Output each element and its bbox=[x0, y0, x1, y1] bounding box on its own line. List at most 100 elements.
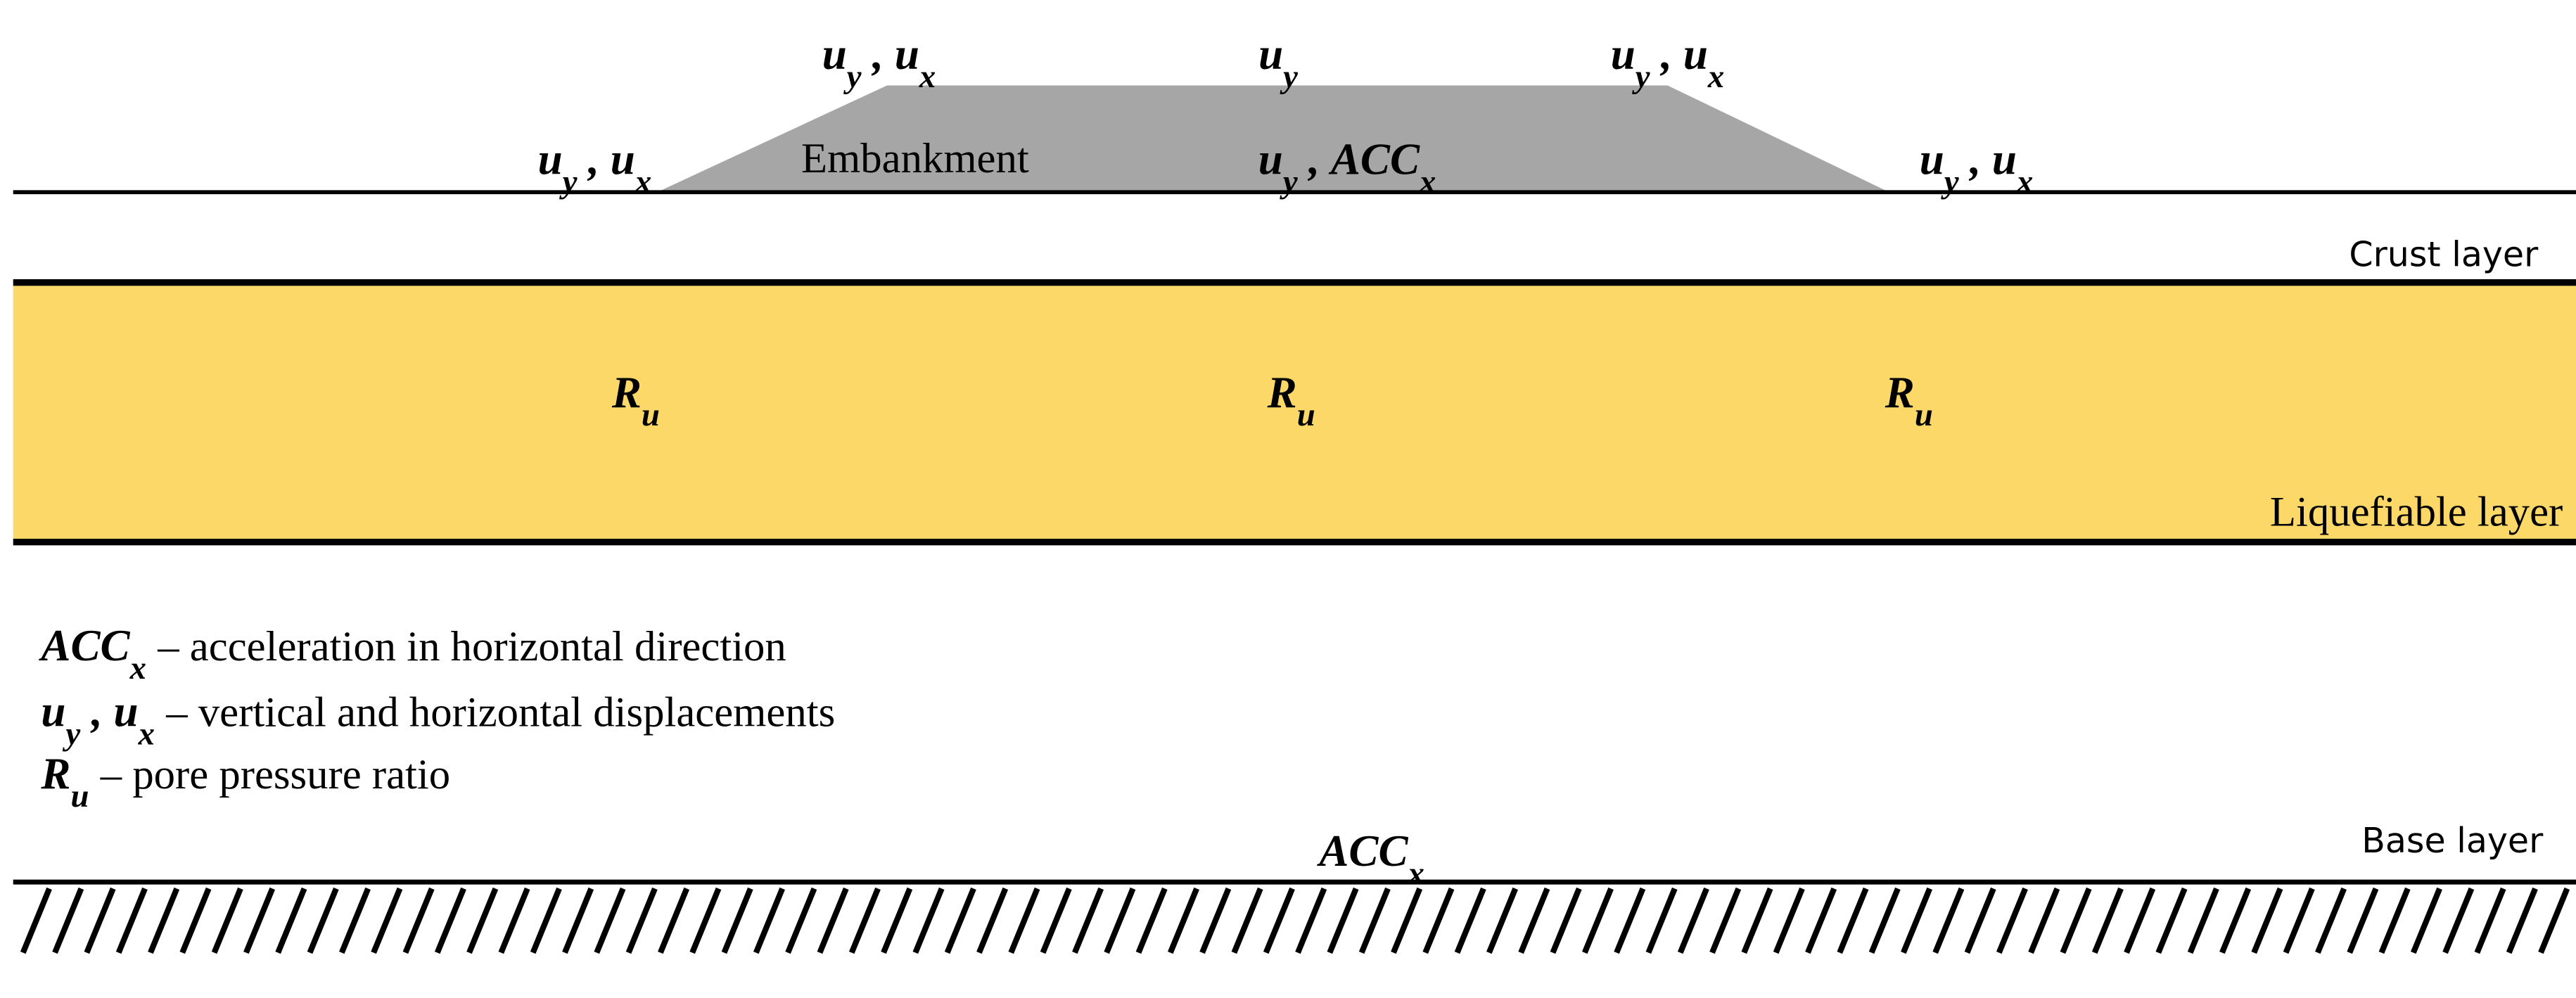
subscript: y bbox=[843, 58, 862, 95]
hatch-stroke bbox=[52, 887, 84, 954]
variable-label: uy , ux bbox=[822, 30, 936, 95]
hatch-stroke bbox=[721, 887, 753, 954]
hatch-stroke bbox=[1614, 887, 1646, 954]
hatch-stroke bbox=[912, 887, 945, 954]
separator: , bbox=[80, 686, 113, 736]
base-hatching bbox=[20, 887, 2570, 954]
symbol: R bbox=[1885, 368, 1915, 417]
hatch-stroke bbox=[1358, 887, 1391, 954]
subscript: x bbox=[138, 715, 155, 752]
variable-label: uy , ACCx bbox=[1258, 135, 1436, 200]
symbol: u bbox=[1683, 30, 1708, 79]
hatch-stroke bbox=[1741, 887, 1773, 954]
hatch-stroke bbox=[498, 887, 530, 954]
hatch-stroke bbox=[148, 887, 180, 954]
hatch-stroke bbox=[1709, 887, 1742, 954]
subscript: u bbox=[1297, 397, 1315, 433]
hatch-stroke bbox=[753, 887, 785, 954]
hatch-stroke bbox=[848, 887, 881, 954]
symbol: u bbox=[1258, 30, 1283, 79]
variable-label: uy , ux bbox=[1920, 135, 2034, 200]
embankment-shape bbox=[657, 85, 1889, 193]
separator: , bbox=[1298, 135, 1331, 184]
hatch-stroke bbox=[1168, 887, 1199, 954]
hatch-stroke bbox=[2060, 887, 2092, 954]
hatch-stroke bbox=[243, 887, 276, 954]
hatch-stroke bbox=[2219, 887, 2252, 954]
symbol: u bbox=[1258, 135, 1283, 184]
hatch-stroke bbox=[1391, 887, 1423, 954]
variable-label: ACCx bbox=[1316, 826, 1424, 892]
subscript: u bbox=[70, 778, 89, 814]
subscript: x bbox=[1408, 855, 1424, 892]
hatch-stroke bbox=[1868, 887, 1901, 954]
hatch-stroke bbox=[434, 887, 466, 954]
symbol: u bbox=[1611, 30, 1635, 79]
hatch-stroke bbox=[594, 887, 626, 954]
hatch-stroke bbox=[275, 887, 307, 954]
subscript: y bbox=[559, 164, 578, 200]
symbol: u bbox=[895, 30, 919, 79]
legend-entry: Ru – pore pressure ratio bbox=[40, 749, 450, 814]
hatch-stroke bbox=[371, 887, 403, 954]
hatch-stroke bbox=[211, 887, 243, 954]
hatch-stroke bbox=[2538, 887, 2570, 954]
hatch-stroke bbox=[1996, 887, 2028, 954]
subscript: y bbox=[1632, 58, 1650, 95]
subscript: y bbox=[1941, 164, 1959, 200]
legend-text: – acceleration in horizontal direction bbox=[157, 623, 786, 670]
variable-label: Ru bbox=[1885, 368, 1933, 433]
subscript: x bbox=[2016, 164, 2033, 200]
symbol: u bbox=[1992, 135, 2017, 184]
subscript: y bbox=[1280, 164, 1298, 200]
hatch-stroke bbox=[1327, 887, 1359, 954]
hatch-stroke bbox=[2028, 887, 2060, 954]
separator: , bbox=[862, 30, 895, 79]
hatch-stroke bbox=[1901, 887, 1932, 954]
separator: , bbox=[1650, 30, 1683, 79]
hatch-stroke bbox=[466, 887, 499, 954]
hatch-stroke bbox=[307, 887, 339, 954]
hatch-stroke bbox=[530, 887, 562, 954]
hatch-stroke bbox=[1263, 887, 1295, 954]
symbol: u bbox=[1920, 135, 1944, 184]
symbol: u bbox=[114, 686, 139, 736]
hatch-stroke bbox=[1486, 887, 1519, 954]
hatch-stroke bbox=[2283, 887, 2315, 954]
symbol: ACC bbox=[38, 621, 130, 670]
hatch-stroke bbox=[2251, 887, 2283, 954]
layer-label: Base layer bbox=[2361, 820, 2544, 861]
symbol: u bbox=[538, 135, 563, 184]
hatch-stroke bbox=[689, 887, 722, 954]
hatch-stroke bbox=[944, 887, 976, 954]
subscript: x bbox=[635, 164, 651, 200]
hatch-stroke bbox=[1677, 887, 1709, 954]
subscript: x bbox=[129, 650, 146, 686]
hatch-stroke bbox=[1550, 887, 1582, 954]
hatch-stroke bbox=[2155, 887, 2188, 954]
hatch-stroke bbox=[1773, 887, 1805, 954]
symbol: R bbox=[611, 368, 642, 417]
symbol: R bbox=[40, 749, 70, 798]
symbol: R bbox=[1267, 368, 1297, 417]
subscript: x bbox=[919, 58, 936, 95]
liquefiable-layer bbox=[13, 282, 2576, 542]
hatch-stroke bbox=[1964, 887, 1996, 954]
hatch-stroke bbox=[20, 887, 52, 954]
hatch-stroke bbox=[2506, 887, 2538, 954]
layer-label: Crust layer bbox=[2349, 233, 2539, 274]
hatch-stroke bbox=[1072, 887, 1104, 954]
symbol: u bbox=[611, 135, 635, 184]
legend-text: – vertical and horizontal displacements bbox=[165, 689, 835, 736]
legend-entry: ACCx – acceleration in horizontal directi… bbox=[38, 621, 786, 686]
variable-label: uy , ux bbox=[1611, 30, 1725, 95]
symbol: u bbox=[41, 686, 65, 736]
hatch-stroke bbox=[402, 887, 435, 954]
hatch-stroke bbox=[115, 887, 148, 954]
hatch-stroke bbox=[625, 887, 658, 954]
subscript: y bbox=[62, 715, 80, 752]
hatch-stroke bbox=[1581, 887, 1614, 954]
hatch-stroke bbox=[2187, 887, 2219, 954]
